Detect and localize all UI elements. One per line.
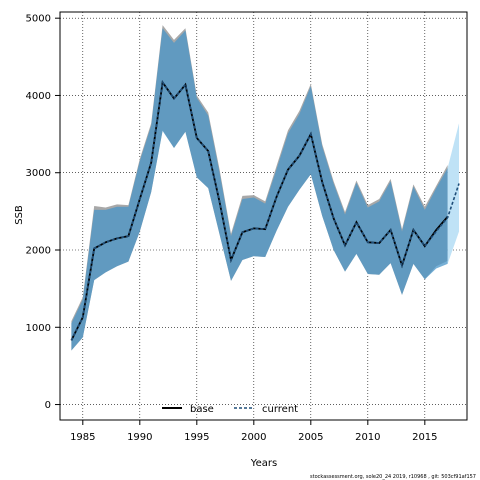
- x-tick-label: 2010: [355, 432, 380, 443]
- x-tick-label: 1990: [127, 432, 152, 443]
- x-tick-label: 1985: [70, 432, 95, 443]
- x-axis: 1985 1990 1995 2000 2005 2010 2015: [70, 420, 438, 443]
- legend: base current: [162, 404, 298, 415]
- series-lines: [70, 79, 460, 341]
- x-tick-label: 2000: [241, 432, 266, 443]
- y-axis-title: SSB: [14, 205, 25, 225]
- x-axis-title: Years: [250, 458, 277, 469]
- legend-current-label: current: [262, 404, 298, 415]
- confidence-bands: [71, 25, 460, 351]
- x-tick-label: 2015: [412, 432, 437, 443]
- y-tick-label: 5000: [26, 14, 51, 25]
- current-line: [70, 80, 460, 341]
- legend-base-label: base: [190, 404, 214, 415]
- plot-area: [60, 12, 467, 420]
- y-tick-label: 4000: [26, 91, 51, 102]
- current-projection-band: [447, 123, 460, 264]
- x-tick-label: 1995: [184, 432, 209, 443]
- y-tick-label: 3000: [26, 168, 51, 179]
- x-tick-label: 2005: [298, 432, 323, 443]
- current-confidence-band: [71, 28, 448, 351]
- y-tick-label: 1000: [26, 323, 51, 334]
- y-axis: 0 1000 2000 3000 4000 5000: [26, 14, 60, 411]
- y-tick-label: 2000: [26, 246, 51, 257]
- y-tick-label: 0: [45, 400, 51, 411]
- plot-frame: [59, 11, 468, 421]
- footer-credit: stockassessment.org, sole20_24 2019, r10…: [310, 474, 476, 480]
